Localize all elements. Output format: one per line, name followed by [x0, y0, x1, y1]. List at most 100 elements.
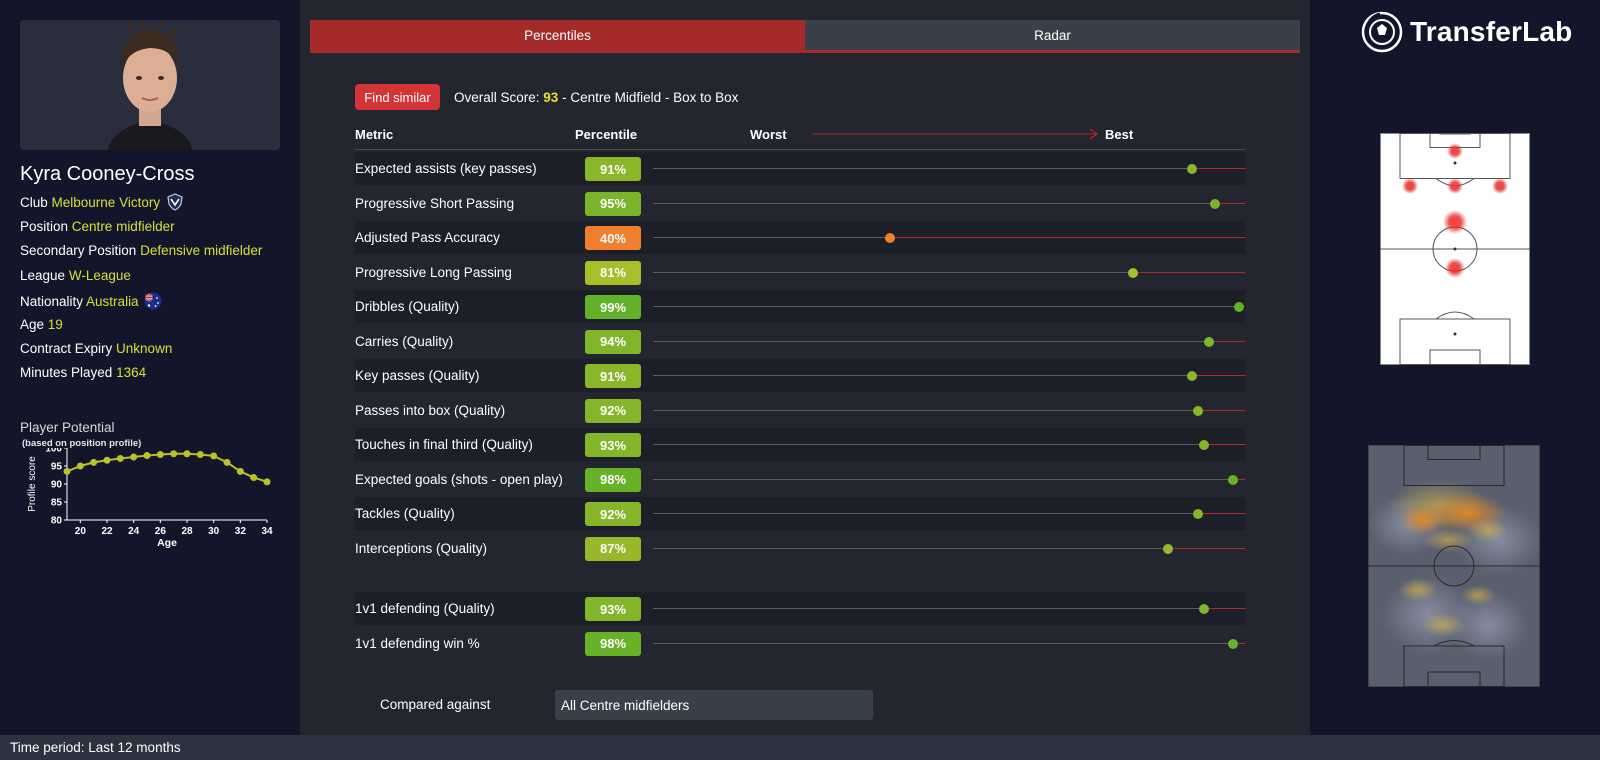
percentile-track-fill	[653, 271, 1133, 273]
brand-logo[interactable]: TransferLab	[1360, 10, 1572, 54]
percentile-dot	[1163, 543, 1174, 554]
metric-name: Touches in final third (Quality)	[355, 437, 533, 452]
info-minutes-played: Minutes Played 1364	[20, 365, 146, 380]
overall-score: Overall Score: 93 - Centre Midfield - Bo…	[454, 90, 738, 105]
info-value-club[interactable]: Melbourne Victory	[51, 195, 161, 210]
potential-point	[63, 467, 71, 475]
percentile-dot	[1192, 509, 1203, 519]
metric-name: Progressive Long Passing	[355, 264, 512, 280]
brand-name: TransferLab	[1410, 16, 1573, 47]
info-value-nationality: Australia	[86, 294, 139, 309]
info-label: Contract Expiry	[20, 341, 113, 356]
compare-select[interactable]	[555, 690, 873, 720]
metric-row: Progressive Short Passing 95%	[355, 187, 1245, 220]
info-value-league[interactable]: W-League	[68, 268, 131, 283]
potential-subtitle: (based on position profile)	[22, 438, 142, 449]
metric-row: Tackles (Quality) 92%	[355, 497, 1245, 530]
percentile-dot	[884, 233, 895, 243]
percentile-dot	[1192, 405, 1203, 416]
percentile-track-fill	[653, 478, 1234, 480]
percentile-dot	[1186, 164, 1197, 174]
percentile-badge: 92%	[585, 398, 641, 423]
percentile-dot	[1198, 604, 1209, 614]
metric-name: 1v1 defending (Quality)	[355, 601, 495, 616]
metric-name: Passes into box (Quality)	[355, 402, 506, 418]
percentile-track-fill	[653, 202, 1216, 204]
overall-profile: - Centre Midfield - Box to Box	[562, 90, 739, 105]
y-tick-label: 80	[51, 516, 63, 527]
potential-line	[66, 452, 268, 483]
metric-row: Touches in final third (Quality) 93%	[355, 428, 1245, 461]
potential-point	[196, 450, 204, 458]
view-tabs: Percentiles Radar	[310, 20, 1300, 53]
y-tick-label: 85	[51, 498, 63, 509]
metric-row: 1v1 defending (Quality) 93%	[355, 592, 1245, 625]
percentile-badge: 99%	[585, 295, 641, 319]
metric-row: Key passes (Quality) 91%	[355, 359, 1245, 392]
x-tick-label: 24	[128, 526, 140, 537]
header-divider	[355, 149, 1245, 150]
percentile-track-fill	[653, 642, 1234, 644]
metric-name: Dribbles (Quality)	[355, 299, 460, 314]
percentile-track-fill	[653, 444, 1204, 445]
percentile-badge: 92%	[585, 502, 641, 526]
percentile-dot	[1186, 371, 1197, 381]
info-value-minutes-played: 1364	[116, 365, 147, 380]
percentile-dot	[1228, 638, 1239, 649]
potential-point	[210, 452, 218, 460]
compare-label: Compared against	[380, 697, 491, 712]
metric-name: Adjusted Pass Accuracy	[355, 230, 500, 245]
col-header-worst: Worst	[750, 127, 787, 142]
metric-row: Expected assists (key passes) 91%	[355, 152, 1245, 185]
metric-name: Expected goals (shots - open play)	[355, 471, 563, 487]
player-name: Kyra Cooney-Cross	[20, 163, 195, 185]
metric-name: Tackles (Quality)	[355, 506, 455, 521]
potential-point	[183, 450, 191, 458]
info-position: Position Centre midfielder	[20, 219, 175, 234]
percentile-track-fill	[653, 547, 1169, 549]
potential-title: Player Potential	[20, 420, 115, 435]
potential-point	[263, 478, 271, 486]
metric-row: Dribbles (Quality) 99%	[355, 290, 1245, 323]
metric-row: Interceptions (Quality) 87%	[355, 532, 1245, 565]
find-similar-button[interactable]: Find similar	[355, 84, 440, 110]
percentile-badge: 40%	[585, 226, 641, 250]
percentile-dot	[1127, 267, 1138, 278]
player-photo	[20, 20, 280, 150]
info-secondary-position: Secondary Position Defensive midfielder	[20, 243, 262, 258]
metric-name: Interceptions (Quality)	[355, 540, 488, 556]
tab-radar[interactable]: Radar	[805, 20, 1300, 50]
x-tick-label: 30	[208, 526, 220, 537]
x-tick-label: 26	[155, 526, 167, 537]
x-tick-label: 28	[181, 526, 193, 537]
potential-point	[156, 450, 164, 458]
metric-row: Passes into box (Quality) 92%	[355, 394, 1245, 427]
potential-point	[103, 456, 111, 464]
metric-name: 1v1 defending win %	[355, 635, 480, 651]
percentile-track-fill	[653, 409, 1198, 411]
y-tick-label: 90	[51, 480, 63, 491]
potential-point	[170, 450, 178, 458]
info-nationality: Nationality Australia	[20, 292, 162, 310]
heatmap-pitch	[1368, 445, 1540, 687]
percentile-track-fill	[653, 513, 1198, 514]
y-tick-label: 95	[51, 462, 63, 473]
percentile-dot	[1234, 302, 1245, 312]
metric-name: Carries (Quality)	[355, 333, 454, 349]
x-tick-label: 20	[75, 526, 87, 537]
percentile-dot	[1198, 440, 1209, 450]
info-club: Club Melbourne Victory	[20, 193, 184, 211]
percentile-track-fill	[653, 168, 1192, 169]
x-axis-label: Age	[157, 537, 177, 549]
tab-percentiles[interactable]: Percentiles	[310, 20, 805, 50]
percentile-badge: 87%	[585, 536, 641, 561]
australia-flag-icon	[144, 292, 162, 310]
x-tick-label: 22	[101, 526, 113, 537]
visual-panel: TransferLab	[1310, 0, 1600, 735]
percentile-track-fill	[653, 306, 1240, 307]
potential-point	[223, 458, 231, 466]
y-axis-label: Profile score	[27, 456, 38, 512]
info-label: Age	[20, 317, 45, 332]
potential-point	[130, 453, 138, 461]
info-league: League W-League	[20, 268, 131, 283]
